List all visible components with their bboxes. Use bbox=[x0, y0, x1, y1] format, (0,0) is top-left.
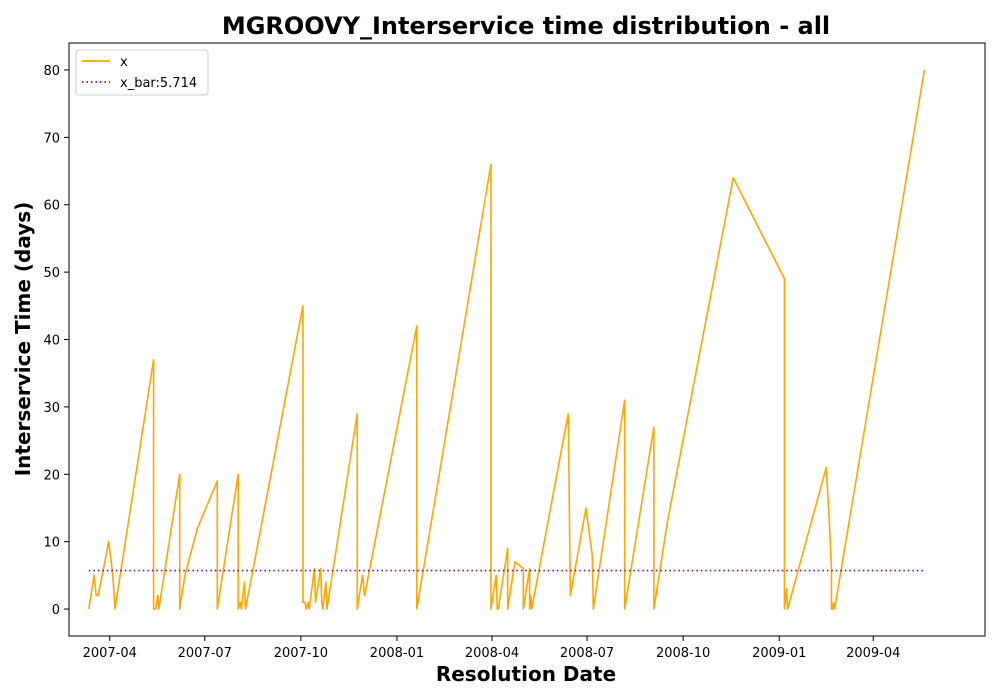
x-tick-label: 2009-01 bbox=[752, 646, 806, 661]
legend-label-x-bar: x_bar:5.714 bbox=[120, 76, 197, 91]
x-tick-label: 2007-04 bbox=[83, 646, 137, 661]
x-tick-label: 2008-07 bbox=[560, 646, 614, 661]
legend: x x_bar:5.714 bbox=[75, 49, 209, 96]
y-tick-label: 30 bbox=[43, 401, 60, 416]
y-axis: 0 10 20 30 40 50 60 70 80 bbox=[43, 64, 69, 618]
series-layer bbox=[88, 69, 926, 610]
y-tick-label: 50 bbox=[43, 266, 60, 281]
y-tick-label: 10 bbox=[43, 536, 60, 551]
x-tick-label: 2008-01 bbox=[370, 646, 424, 661]
legend-label-x: x bbox=[120, 55, 128, 70]
y-tick-label: 40 bbox=[43, 334, 60, 349]
series-line-x bbox=[88, 69, 926, 610]
x-tick-label: 2008-04 bbox=[465, 646, 519, 661]
x-tick-label: 2007-07 bbox=[178, 646, 232, 661]
chart-title: MGROOVY_Interservice time distribution -… bbox=[222, 12, 830, 40]
y-tick-label: 70 bbox=[43, 131, 60, 146]
y-tick-label: 80 bbox=[43, 64, 60, 79]
x-tick-label: 2007-10 bbox=[274, 646, 328, 661]
x-tick-label: 2008-10 bbox=[656, 646, 710, 661]
x-axis-label: Resolution Date bbox=[436, 662, 616, 686]
y-axis-label: Interservice Time (days) bbox=[11, 202, 35, 477]
plot-area-background bbox=[69, 43, 985, 636]
x-axis: 2007-04 2007-07 2007-10 2008-01 2008-04 2008-… bbox=[83, 636, 900, 661]
y-tick-label: 60 bbox=[43, 199, 60, 214]
y-tick-label: 20 bbox=[43, 468, 60, 483]
y-tick-label: 0 bbox=[52, 603, 60, 618]
x-tick-label: 2009-04 bbox=[846, 646, 900, 661]
